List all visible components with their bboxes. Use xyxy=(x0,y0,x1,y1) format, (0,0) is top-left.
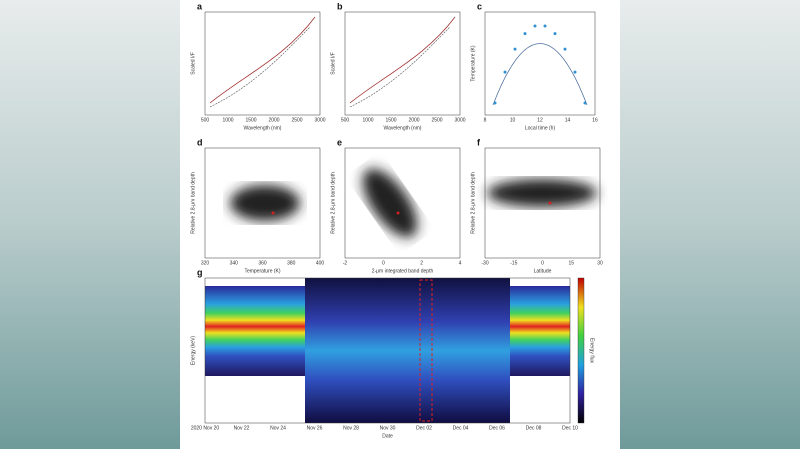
x-tick-label: 0 xyxy=(382,260,385,266)
density xyxy=(487,179,597,207)
y-axis-label: Relative 2.8-μm band depth xyxy=(470,172,476,234)
point xyxy=(573,70,577,74)
spectrogram xyxy=(305,278,510,423)
panel-letter: a xyxy=(197,1,203,11)
panel-frame xyxy=(484,147,601,259)
x-axis-label: Latitude xyxy=(534,268,552,274)
panel-frame xyxy=(204,277,571,424)
point xyxy=(493,101,497,105)
x-tick-label: 14 xyxy=(565,117,571,123)
x-tick-label: 1500 xyxy=(385,117,396,123)
panel-letter: d xyxy=(197,137,203,147)
colorbar xyxy=(577,277,585,424)
x-tick-label: 8 xyxy=(484,117,487,123)
x-axis-label: Temperature (K) xyxy=(244,268,280,274)
y-axis-label: Scaled I/F xyxy=(190,52,196,75)
panel-letter: e xyxy=(337,137,342,147)
panel-letter: g xyxy=(197,267,203,277)
point xyxy=(543,24,547,28)
x-tick-label: Dec 06 xyxy=(489,425,505,431)
x-tick-label: Nov 26 xyxy=(307,425,323,431)
point xyxy=(583,101,587,105)
x-tick-label: 2000 xyxy=(408,117,419,123)
point xyxy=(563,47,567,51)
x-tick-label: -30 xyxy=(481,260,488,266)
y-axis-label: Relative 2.8-μm band depth xyxy=(330,172,336,234)
x-tick-label: 2020 Nov 20 xyxy=(191,425,220,431)
panel-letter: c xyxy=(477,1,482,11)
x-tick-label: 1500 xyxy=(245,117,256,123)
point xyxy=(513,47,517,51)
y-axis-label: Energy (keV) xyxy=(190,336,196,366)
curve xyxy=(492,43,588,106)
x-tick-label: 320 xyxy=(201,260,210,266)
x-tick-label: 380 xyxy=(287,260,296,266)
curve xyxy=(349,16,456,104)
x-tick-label: 2000 xyxy=(268,117,279,123)
panel-frame xyxy=(484,11,596,116)
x-tick-label: 12 xyxy=(537,117,543,123)
point xyxy=(553,32,557,36)
x-tick-label: 16 xyxy=(592,117,598,123)
x-tick-label: Dec 08 xyxy=(526,425,542,431)
point xyxy=(503,70,507,74)
x-tick-label: Dec 04 xyxy=(453,425,469,431)
x-tick-label: -15 xyxy=(510,260,517,266)
curve xyxy=(209,16,316,104)
x-tick-label: 0 xyxy=(541,260,544,266)
x-tick-label: 4 xyxy=(459,260,462,266)
point xyxy=(533,24,537,28)
panel-frame xyxy=(344,147,461,259)
x-tick-label: Nov 22 xyxy=(234,425,250,431)
x-tick-label: 2500 xyxy=(291,117,302,123)
x-tick-label: 30 xyxy=(597,260,603,266)
highlight xyxy=(419,279,433,422)
panel-frame xyxy=(344,11,461,116)
x-tick-label: Dec 10 xyxy=(562,425,578,431)
colorbar-label: Energy flux xyxy=(589,338,595,364)
x-tick-label: 500 xyxy=(201,117,210,123)
point xyxy=(396,211,400,215)
panel-frame xyxy=(204,11,321,116)
x-tick-label: 3000 xyxy=(454,117,465,123)
x-tick-label: 500 xyxy=(341,117,350,123)
x-tick-label: 360 xyxy=(258,260,267,266)
density xyxy=(230,185,300,221)
x-axis-label: Date xyxy=(382,433,393,439)
point xyxy=(523,32,527,36)
x-tick-label: 10 xyxy=(510,117,516,123)
x-axis-label: 2-μm integrated band depth xyxy=(372,268,434,274)
x-axis-label: Wavelength (nm) xyxy=(244,125,282,131)
y-axis-label: Scaled I/F xyxy=(330,52,336,75)
x-tick-label: Nov 30 xyxy=(380,425,396,431)
point xyxy=(548,201,552,205)
panel-letter: b xyxy=(337,1,343,11)
panel-frame xyxy=(204,147,321,259)
curve xyxy=(209,26,311,108)
x-tick-label: 340 xyxy=(230,260,239,266)
x-tick-label: 1000 xyxy=(222,117,233,123)
panel-letter: f xyxy=(477,137,481,147)
x-axis-label: Wavelength (nm) xyxy=(384,125,422,131)
x-tick-label: Dec 02 xyxy=(416,425,432,431)
y-axis-label: Relative 2.8-μm band depth xyxy=(190,172,196,234)
x-tick-label: 3000 xyxy=(314,117,325,123)
x-tick-label: 400 xyxy=(316,260,325,266)
point xyxy=(271,211,275,215)
x-tick-label: 2500 xyxy=(431,117,442,123)
x-tick-label: 2 xyxy=(420,260,423,266)
x-tick-label: Nov 28 xyxy=(343,425,359,431)
density xyxy=(362,168,418,238)
x-tick-label: -2 xyxy=(343,260,348,266)
x-tick-label: 15 xyxy=(568,260,574,266)
x-tick-label: 1000 xyxy=(362,117,373,123)
curve xyxy=(349,26,451,108)
x-axis-label: Local time (h) xyxy=(525,125,556,131)
x-tick-label: Nov 24 xyxy=(270,425,286,431)
y-axis-label: Temperature (K) xyxy=(470,45,476,81)
